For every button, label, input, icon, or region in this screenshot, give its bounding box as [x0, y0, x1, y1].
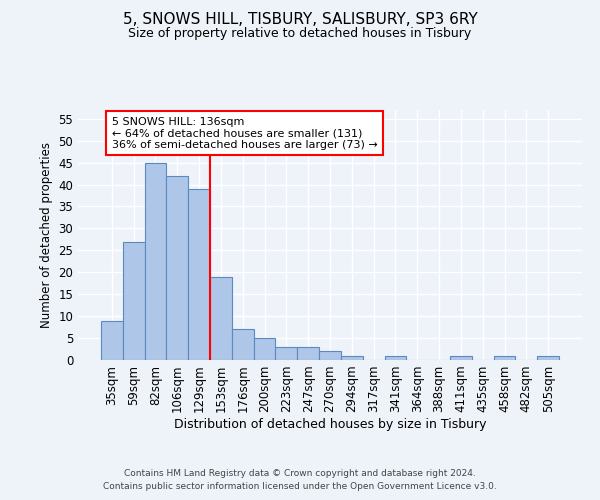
Text: Contains HM Land Registry data © Crown copyright and database right 2024.: Contains HM Land Registry data © Crown c…	[124, 468, 476, 477]
Bar	[166, 176, 188, 360]
Bar	[275, 347, 297, 360]
Bar	[254, 338, 275, 360]
Bar	[297, 347, 319, 360]
Text: Size of property relative to detached houses in Tisbury: Size of property relative to detached ho…	[128, 28, 472, 40]
Bar	[450, 356, 472, 360]
X-axis label: Distribution of detached houses by size in Tisbury: Distribution of detached houses by size …	[174, 418, 486, 431]
Bar	[210, 276, 232, 360]
Text: 5, SNOWS HILL, TISBURY, SALISBURY, SP3 6RY: 5, SNOWS HILL, TISBURY, SALISBURY, SP3 6…	[122, 12, 478, 28]
Bar	[385, 356, 406, 360]
Bar	[319, 351, 341, 360]
Bar	[341, 356, 363, 360]
Bar	[123, 242, 145, 360]
Bar	[101, 320, 123, 360]
Y-axis label: Number of detached properties: Number of detached properties	[40, 142, 53, 328]
Bar	[188, 189, 210, 360]
Text: Contains public sector information licensed under the Open Government Licence v3: Contains public sector information licen…	[103, 482, 497, 491]
Bar	[537, 356, 559, 360]
Text: 5 SNOWS HILL: 136sqm
← 64% of detached houses are smaller (131)
36% of semi-deta: 5 SNOWS HILL: 136sqm ← 64% of detached h…	[112, 116, 377, 150]
Bar	[494, 356, 515, 360]
Bar	[145, 162, 166, 360]
Bar	[232, 330, 254, 360]
